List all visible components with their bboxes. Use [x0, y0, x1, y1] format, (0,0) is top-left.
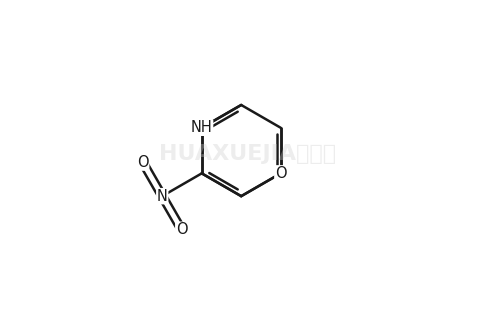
Text: O: O — [176, 222, 188, 237]
Text: NH: NH — [191, 120, 212, 135]
Text: O: O — [275, 166, 287, 181]
Text: O: O — [137, 155, 148, 170]
Text: HUAXUEJIA化学加: HUAXUEJIA化学加 — [159, 144, 336, 164]
Text: N: N — [157, 189, 168, 204]
